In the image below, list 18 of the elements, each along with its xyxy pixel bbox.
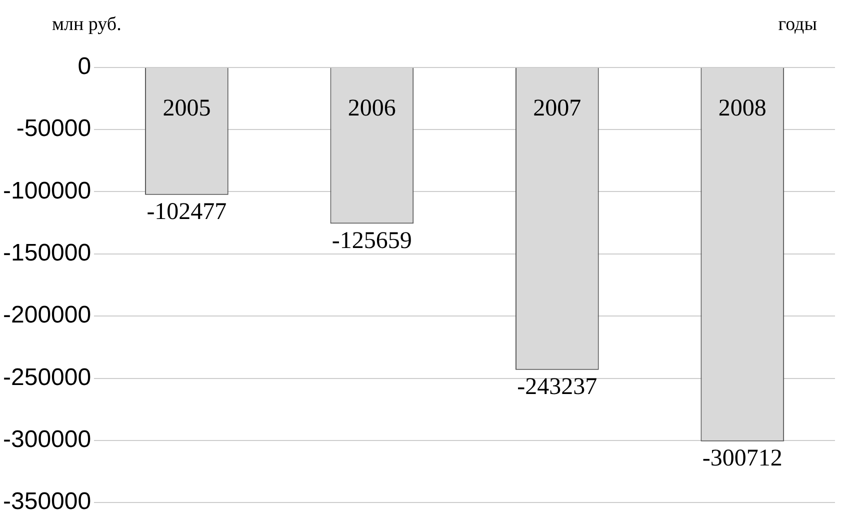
data-label: -125659 xyxy=(332,228,412,254)
x-tick-label: 2008 xyxy=(718,96,766,122)
y-tick-label: -250000 xyxy=(3,364,92,391)
data-label: -300712 xyxy=(702,446,782,472)
y-tick-label: -150000 xyxy=(3,240,92,267)
y-tick-label: 0 xyxy=(78,53,92,80)
x-tick-label: 2007 xyxy=(533,96,582,122)
x-tick-label: 2006 xyxy=(348,96,396,122)
x-tick-label: 2005 xyxy=(162,96,211,122)
y-tick-label: -200000 xyxy=(3,302,92,329)
x-axis-title: годы xyxy=(778,14,817,36)
y-tick-label: -350000 xyxy=(3,488,92,516)
y-axis-title: млн руб. xyxy=(52,14,122,36)
data-label: -102477 xyxy=(146,199,227,226)
data-label: -243237 xyxy=(517,374,598,400)
y-tick-label: -100000 xyxy=(3,177,92,204)
y-tick-label: -300000 xyxy=(3,426,92,454)
y-tick-label: -50000 xyxy=(16,115,92,142)
